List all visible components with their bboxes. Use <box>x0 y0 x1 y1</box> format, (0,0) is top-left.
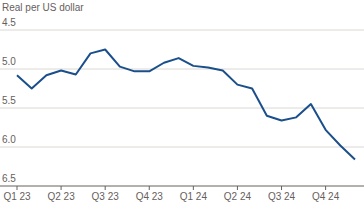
grid-line <box>0 69 364 70</box>
grid-line <box>0 108 364 109</box>
x-tick <box>61 186 62 190</box>
x-tick <box>281 186 282 190</box>
chart-svg: Real per US dollar 4.5 5.0 5.5 6.0 6.5 Q1 23 Q2… <box>0 0 364 205</box>
x-tick-label: Q1 23 <box>3 191 31 202</box>
plot-area <box>17 50 355 160</box>
x-tick-label: Q4 23 <box>136 191 164 202</box>
x-axis-line <box>0 186 364 187</box>
y-tick-label: 5.5 <box>2 95 16 106</box>
x-tick <box>149 186 150 190</box>
x-tick-label: Q3 24 <box>268 191 296 202</box>
y-tick-label: 5.0 <box>2 56 16 67</box>
x-tick <box>237 186 238 190</box>
x-tick <box>105 186 106 190</box>
chart-root: Real per US dollar 4.5 5.0 5.5 6.0 6.5 Q1 23 Q2… <box>0 0 364 205</box>
x-tick-label: Q2 24 <box>224 191 252 202</box>
grid-line <box>0 30 364 31</box>
x-tick <box>325 186 326 190</box>
y-tick-label: 6.5 <box>2 173 16 184</box>
x-tick-label: Q1 24 <box>180 191 208 202</box>
subtitle: Real per US dollar <box>2 2 84 13</box>
y-tick-label: 4.5 <box>2 17 16 28</box>
grid-line <box>0 147 364 148</box>
x-tick-label: Q3 23 <box>92 191 120 202</box>
x-tick <box>17 186 18 190</box>
x-tick-label: Q4 24 <box>312 191 340 202</box>
x-tick <box>193 186 194 190</box>
data-line <box>17 50 355 160</box>
y-tick-label: 6.0 <box>2 134 16 145</box>
x-tick-label: Q2 23 <box>47 191 75 202</box>
